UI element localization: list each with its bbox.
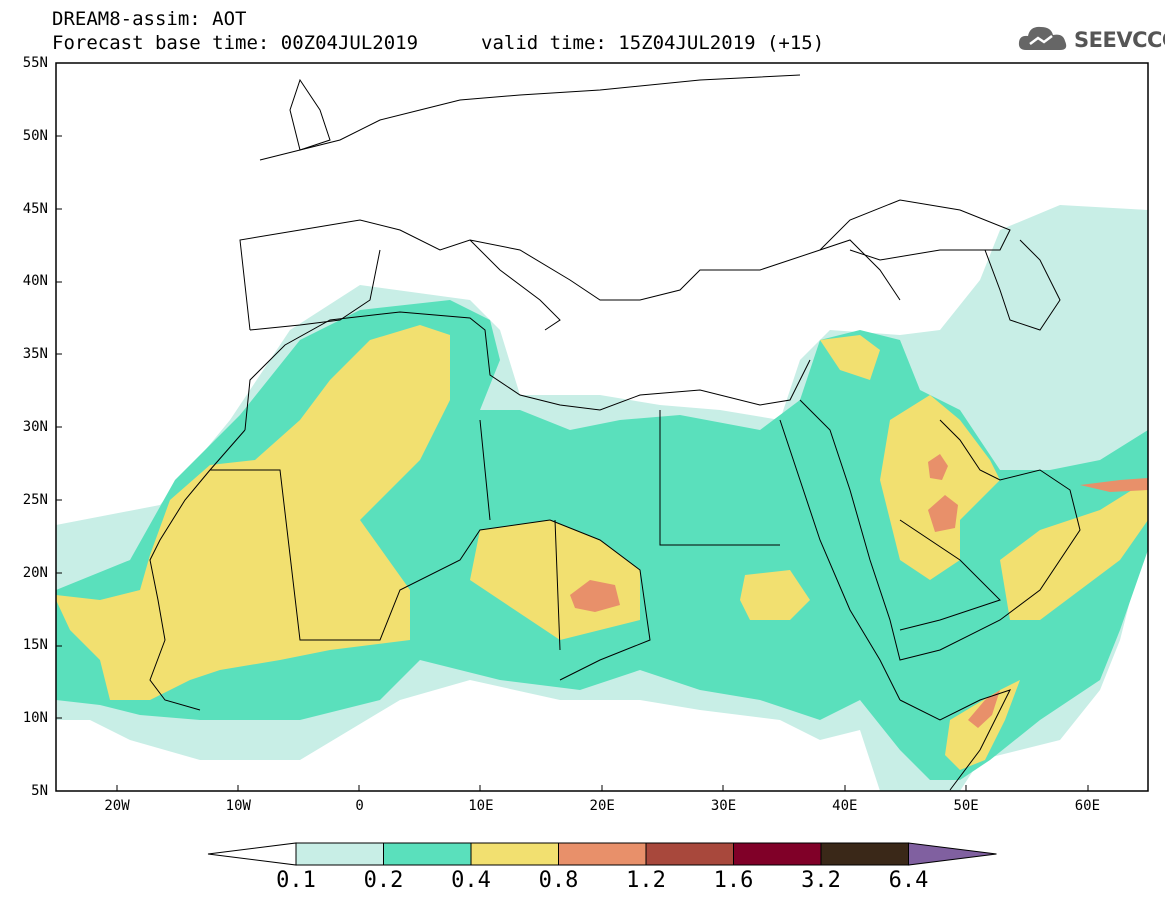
- lat-label: 35N: [22, 346, 48, 363]
- lon-label: 30E: [710, 798, 737, 814]
- lat-label: 30N: [22, 419, 48, 435]
- lat-label: 50N: [22, 127, 48, 144]
- colorbar-level-label: 6.4: [888, 868, 929, 893]
- colorbar-swatch: [295, 842, 384, 866]
- colorbar-level-label: 0.1: [276, 868, 316, 893]
- border-arabia: [899, 519, 1001, 631]
- lon-label: 20W: [104, 798, 130, 814]
- lat-label: 15N: [22, 637, 48, 654]
- lon-label: 10E: [468, 798, 494, 814]
- coastline-europe: [239, 219, 901, 331]
- lon-label: 60E: [1074, 798, 1101, 814]
- colorbar-level-label: 0.4: [451, 868, 491, 893]
- colorbar-level-label: 0.2: [363, 868, 404, 893]
- lat-label: 5N: [31, 783, 48, 799]
- aot-band-0.8-gulf-2: [928, 495, 958, 532]
- lon-label: 40E: [832, 798, 858, 814]
- border-egypt: [659, 410, 780, 546]
- colorbar-level-label: 0.8: [538, 868, 579, 893]
- colorbar-swatch: [558, 842, 647, 866]
- colorbar-swatch: [383, 842, 472, 866]
- aot-band-0.8-iran: [1080, 478, 1148, 492]
- seevccc-logo: SEEVCCC: [1016, 22, 1165, 62]
- colorbar-high-arrow: [908, 842, 997, 866]
- colorbar-level-label: 1.2: [626, 868, 666, 893]
- coastline-africa-west: [149, 429, 246, 711]
- cloud-icon: [1018, 26, 1067, 50]
- colorbar-swatch: [733, 842, 822, 866]
- aot-band-0.4-gulf: [880, 395, 1000, 580]
- logo-text: SEEVCCC: [1074, 28, 1165, 52]
- aot-band-0.4-levant: [820, 335, 880, 380]
- lon-label: 20E: [589, 798, 615, 814]
- coastline-arabia: [799, 399, 1081, 661]
- aot-shading: [56, 205, 1148, 791]
- colorbar-level-label: 1.6: [713, 868, 754, 893]
- aot-band-0.8-chad: [570, 580, 620, 612]
- coastline-black-sea: [819, 199, 1011, 261]
- lon-label: 0: [355, 798, 364, 814]
- colorbar-swatch: [645, 842, 734, 866]
- lat-label: 10N: [22, 710, 48, 727]
- lat-label: 45N: [22, 200, 48, 217]
- coastline-red-sea: [779, 419, 901, 701]
- border-sahara-2: [549, 519, 651, 681]
- coastlines: [149, 74, 1081, 791]
- lat-label: 25N: [22, 491, 48, 508]
- axis-ticks: [56, 62, 1089, 791]
- aot-band-0.8-gulf-1: [928, 454, 948, 480]
- border-libya: [479, 419, 561, 651]
- coastline-horn: [899, 689, 1011, 791]
- border-sahara-1: [210, 469, 551, 641]
- coastline-italy: [469, 239, 561, 331]
- coastline-africa-north: [244, 311, 811, 431]
- lon-label: 50E: [953, 798, 979, 814]
- lon-label: 10W: [225, 798, 251, 814]
- colorbar-low-arrow: [207, 842, 297, 866]
- coastline-north-europe: [259, 74, 801, 161]
- lat-label: 20N: [22, 564, 48, 581]
- aot-colorbar: [207, 842, 997, 866]
- aot-band-0.4-sudan: [740, 570, 810, 620]
- coastline-uk: [289, 78, 331, 151]
- lat-label: 40N: [22, 273, 48, 290]
- colorbar-swatch: [470, 842, 559, 866]
- coastline-caspian: [984, 239, 1061, 331]
- aot-band-0.4-somalia: [945, 680, 1020, 770]
- aot-band-0.4-arabian: [1000, 480, 1148, 620]
- map-title: DREAM8-assim: AOT: [52, 8, 247, 30]
- aot-band-0.8-somalia: [968, 690, 1000, 728]
- colorbar-level-label: 3.2: [801, 868, 841, 893]
- aot-band-0.4-west: [56, 325, 450, 700]
- forecast-base-time: Forecast base time: 00Z04JUL2019: [52, 32, 419, 54]
- valid-time: valid time: 15Z04JUL2019 (+15): [481, 32, 825, 54]
- lat-label: 55N: [22, 55, 48, 71]
- colorbar-swatch: [820, 842, 909, 866]
- coastline-iberia: [249, 249, 381, 331]
